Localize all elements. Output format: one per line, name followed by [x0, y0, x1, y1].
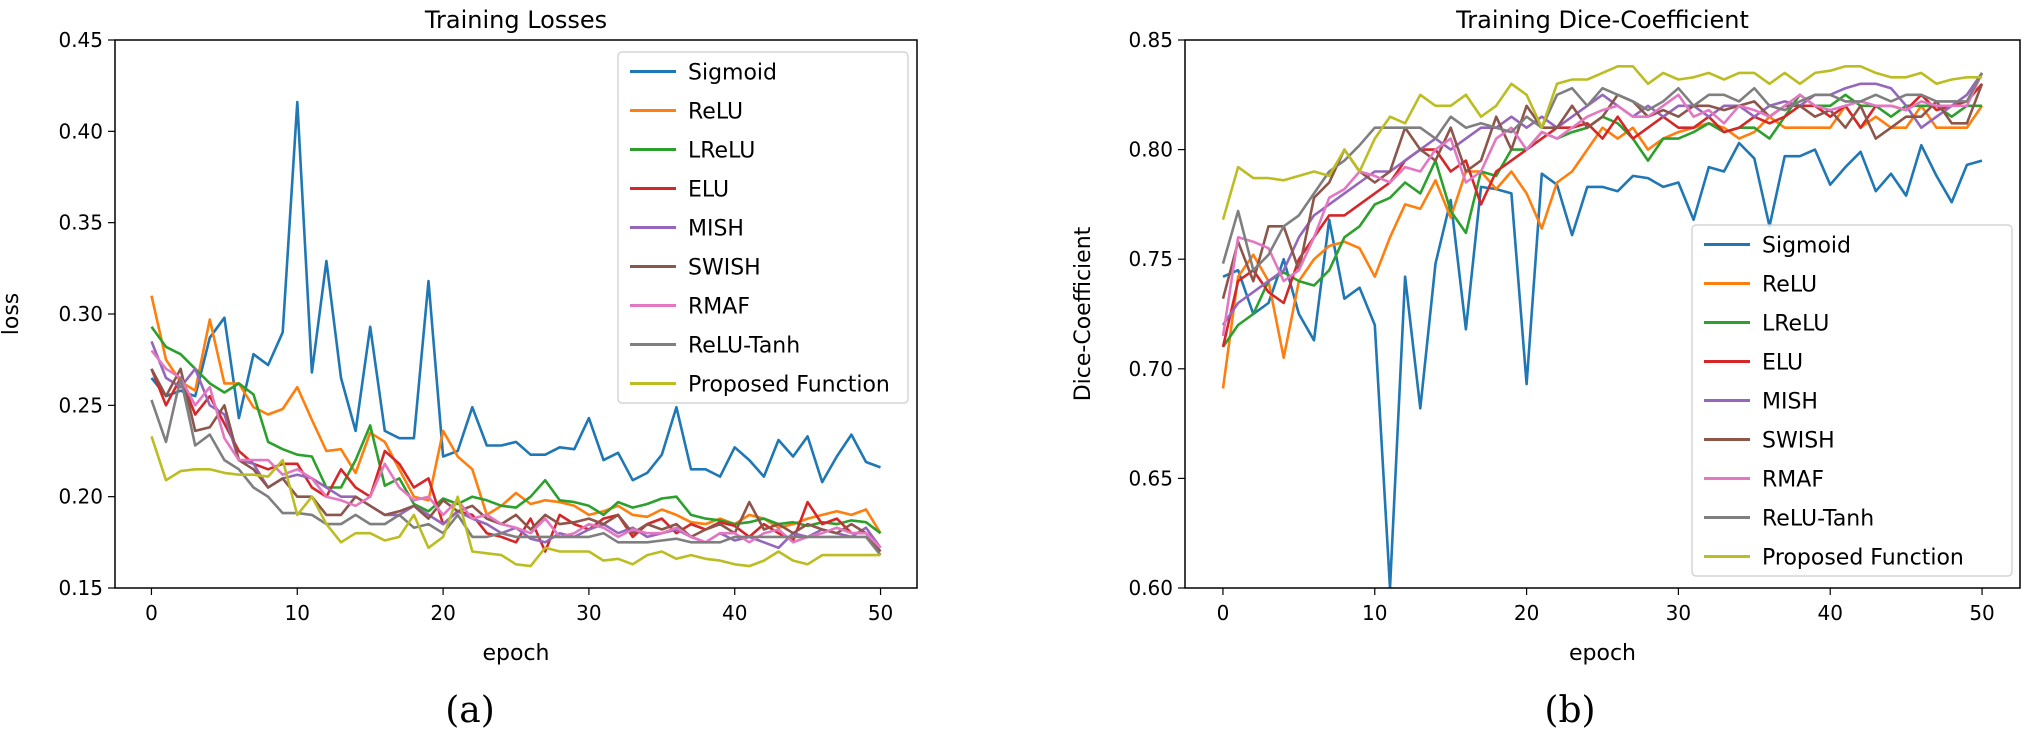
chart-title: Training Dice-Coefficient [1455, 6, 1749, 34]
y-tick-label: 0.20 [58, 485, 103, 509]
legend-label: MISH [1762, 390, 1818, 415]
y-tick-label: 0.80 [1128, 138, 1173, 162]
x-tick-label: 20 [1514, 601, 1539, 625]
legend: Sigmoid ReLU LReLU ELU MISH SWISH RMAF ReLU-Tan… [1691, 224, 2013, 577]
y-axis-label: Dice-Coefficient [1071, 226, 1096, 401]
y-tick-label: 0.60 [1128, 576, 1173, 600]
series-line-proposed-function [150, 435, 881, 568]
legend-label: LReLU [1762, 312, 1829, 337]
legend-label: Proposed Function [1762, 546, 1964, 571]
legend-label: ELU [688, 178, 729, 203]
y-tick-label: 0.15 [58, 576, 103, 600]
legend-label: ReLU-Tanh [1762, 507, 1874, 532]
legend-label: Sigmoid [1762, 234, 1851, 259]
y-tick-label: 0.45 [58, 28, 103, 52]
series-line-rmaf [1221, 72, 1984, 337]
y-axis-label: loss [0, 293, 24, 336]
panel-caption: (a) [445, 690, 495, 731]
x-axis-label: epoch [483, 641, 550, 666]
series-line-sigmoid [1222, 141, 1983, 588]
x-axis-label: epoch [1569, 641, 1636, 666]
x-tick-label: 10 [285, 601, 310, 625]
plot-frame [1184, 39, 2021, 589]
legend-label: ReLU-Tanh [688, 334, 800, 359]
x-tick-label: 30 [1666, 601, 1691, 625]
legend-label: MISH [688, 217, 744, 242]
chart-dice: Training Dice-Coefficient 0 10 20 30 40 50 0.60… [1071, 6, 2021, 731]
x-tick-label: 50 [868, 601, 893, 625]
legend-label: RMAF [1762, 468, 1824, 493]
series-line-elu [150, 368, 882, 553]
legend-label: SWISH [688, 256, 761, 281]
legend-label: ELU [1762, 351, 1803, 376]
y-tick-label: 0.70 [1128, 357, 1173, 381]
legend-label: RMAF [688, 295, 750, 320]
x-tick-label: 0 [145, 601, 158, 625]
series-line-mish [1221, 72, 1984, 326]
legend-label: SWISH [1762, 429, 1835, 454]
x-tick-label: 40 [722, 601, 747, 625]
series-line-proposed-function [1221, 65, 1982, 221]
series-group [150, 100, 882, 568]
series-line-relu [150, 295, 882, 534]
x-tick-label: 40 [1818, 601, 1843, 625]
y-tick-label: 0.75 [1128, 247, 1173, 271]
y-tick-label: 0.30 [58, 302, 103, 326]
legend-box [1691, 224, 2013, 577]
y-tick-label: 0.25 [58, 393, 103, 417]
y-tick-label: 0.65 [1128, 466, 1173, 490]
series-line-sigmoid [150, 100, 881, 484]
legend-label: Proposed Function [688, 373, 890, 398]
y-tick-label: 0.35 [58, 211, 103, 235]
x-tick-label: 20 [430, 601, 455, 625]
y-tick-label: 0.40 [58, 119, 103, 143]
panel-caption: (b) [1544, 690, 1595, 731]
legend: Sigmoid ReLU LReLU ELU MISH SWISH RMAF ReLU-Tan… [617, 51, 909, 404]
legend-label: ReLU [1762, 273, 1817, 298]
x-tick-label: 30 [576, 601, 601, 625]
series-line-elu [1221, 82, 1983, 348]
legend-label: ReLU [688, 100, 743, 125]
plot-frame [114, 39, 918, 589]
chart-title: Training Losses [424, 6, 607, 34]
x-tick-label: 0 [1217, 601, 1230, 625]
x-tick-label: 10 [1362, 601, 1387, 625]
chart-losses: Training Losses 0 10 20 30 40 50 0.15 0.20 0.25 0.… [0, 6, 918, 731]
y-tick-label: 0.85 [1128, 28, 1173, 52]
series-group [1221, 65, 1984, 588]
legend-label: Sigmoid [688, 61, 777, 86]
series-line-swish [150, 367, 882, 553]
legend-box [617, 51, 909, 404]
legend-label: LReLU [688, 139, 755, 164]
x-tick-label: 50 [1969, 601, 1994, 625]
series-line-relu-tanh [150, 376, 882, 556]
